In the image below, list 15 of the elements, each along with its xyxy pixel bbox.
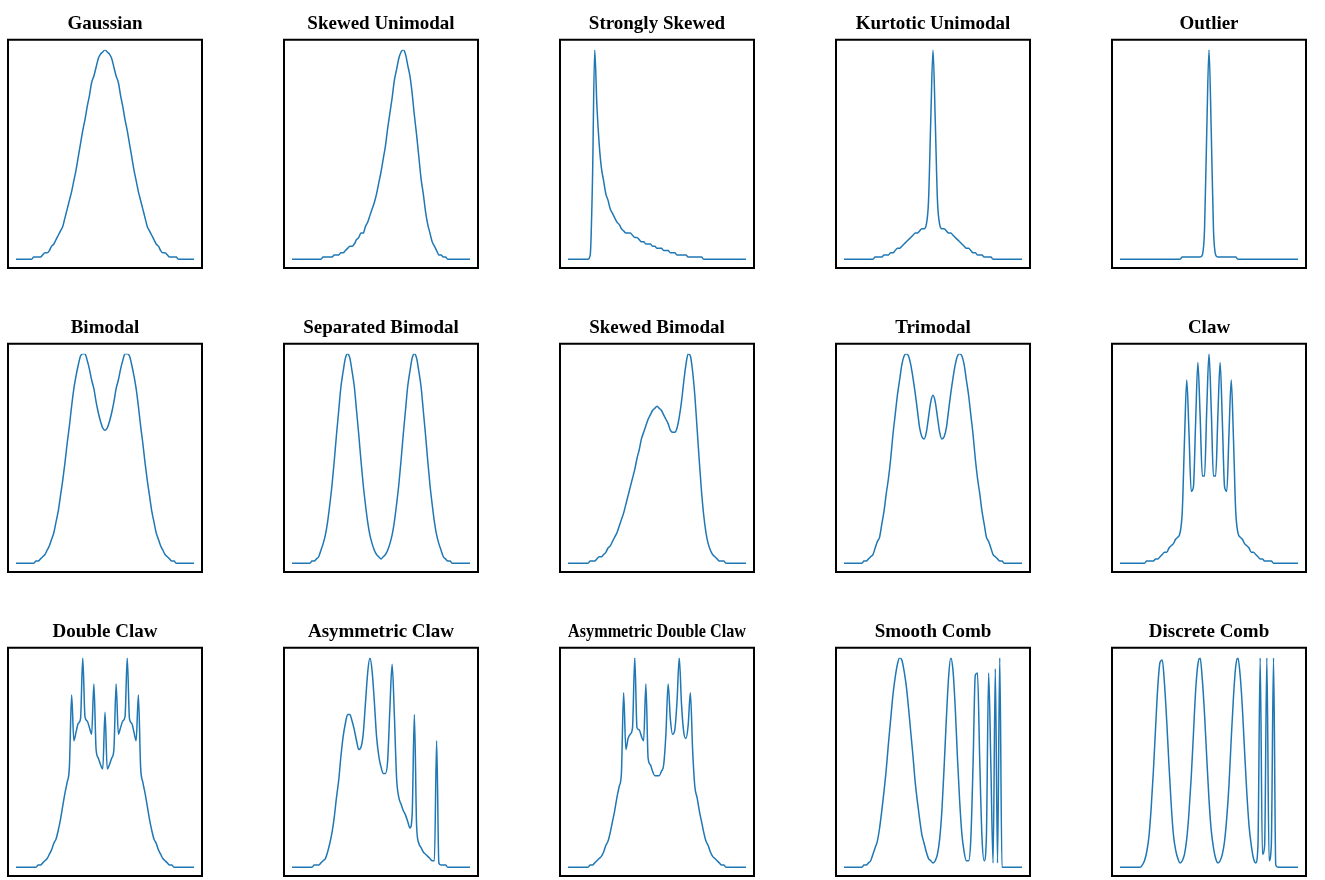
chart-title: Asymmetric Double Claw [568, 620, 747, 642]
chart-title: Smooth Comb [874, 620, 992, 642]
chart-title: Asymmetric Claw [307, 620, 455, 642]
chart-title: Discrete Comb [1148, 620, 1270, 642]
chart-title: Strongly Skewed [588, 12, 726, 34]
chart-title: Bimodal [70, 316, 140, 338]
chart-title: Claw [1187, 316, 1231, 338]
chart-title: Kurtotic Unimodal [855, 12, 1011, 34]
chart-title: Separated Bimodal [303, 316, 459, 338]
chart-title: Gaussian [67, 12, 143, 34]
chart-title: Skewed Bimodal [589, 316, 725, 338]
chart-title: Trimodal [895, 316, 971, 338]
chart-title: Outlier [1179, 12, 1240, 34]
chart-title: Double Claw [52, 620, 158, 642]
chart-title: Skewed Unimodal [307, 12, 455, 34]
